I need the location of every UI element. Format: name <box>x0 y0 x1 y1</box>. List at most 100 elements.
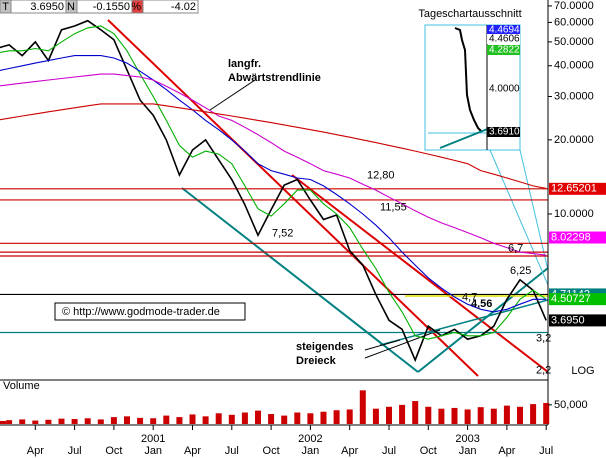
volume-bar <box>71 419 78 424</box>
volume-bar <box>32 420 39 424</box>
volume-bar <box>6 420 13 424</box>
volume-bar <box>320 411 327 424</box>
x-tick-label: Oct <box>420 445 437 457</box>
year-label: 2001 <box>141 433 165 445</box>
volume-bar <box>58 418 65 424</box>
level-label: 7,52 <box>272 227 293 239</box>
header-text: % <box>131 1 141 13</box>
inset-tag <box>487 45 520 55</box>
volume-bar <box>45 419 52 424</box>
volume-bar <box>228 414 235 424</box>
volume-bar <box>477 407 484 424</box>
y-tick-label: 70.0000 <box>554 0 594 12</box>
header-text: 3.6950 <box>30 1 64 13</box>
copyright: © http://www.godmode-trader.de <box>62 306 220 318</box>
volume-bar <box>281 415 288 424</box>
volume-bar <box>333 410 340 424</box>
x-tick-label: Oct <box>263 445 280 457</box>
x-tick-label: Jul <box>225 445 239 457</box>
level-label: 6,7 <box>508 243 523 255</box>
volume-bar <box>137 417 144 424</box>
volume-bar <box>530 404 537 424</box>
volume-bar <box>215 413 222 424</box>
year-label: 2002 <box>298 433 322 445</box>
volume-bar <box>464 409 471 424</box>
inset-title: Tageschartausschnitt <box>418 8 521 20</box>
x-tick-label: Apr <box>498 445 515 457</box>
annotation: Abwärtstrendlinie <box>228 72 321 84</box>
inset-label: 4.0000 <box>489 84 520 95</box>
volume-bar <box>268 414 275 424</box>
y-tick-label: 40.0000 <box>554 60 594 72</box>
volume-bar <box>124 416 130 424</box>
volume-bar <box>189 414 196 424</box>
level-label: 6,25 <box>510 265 531 277</box>
inset-label: 4.4694 <box>489 25 520 36</box>
inset-connector <box>519 149 548 271</box>
volume-bar <box>202 416 209 424</box>
y-tick-label: 30.0000 <box>554 90 594 102</box>
y-tick-label: 20.0000 <box>554 134 594 146</box>
x-tick-label: Jan <box>144 445 162 457</box>
inset-line <box>439 127 491 149</box>
x-tick-label: Jan <box>459 445 477 457</box>
level-label: 4,56 <box>471 298 492 310</box>
volume-bar <box>163 415 170 424</box>
scale-label: LOG <box>571 365 594 377</box>
x-tick-label: Jul <box>539 445 553 457</box>
volume-bar <box>451 407 458 424</box>
y-tick-label: 10.0000 <box>554 208 594 220</box>
volume-bar <box>241 412 248 424</box>
level-label: 11,55 <box>380 201 407 213</box>
moving-average <box>0 73 547 256</box>
volume-bar <box>97 419 104 424</box>
price-tag-label: 12.65201 <box>551 183 597 195</box>
volume-bar <box>19 419 26 424</box>
level-label: 3,2 <box>536 333 551 345</box>
volume-bar <box>399 404 406 424</box>
x-tick-label: Apr <box>184 445 201 457</box>
volume-bar <box>372 408 379 424</box>
price-plot <box>0 19 548 377</box>
x-tick-label: Jan <box>302 445 320 457</box>
inset-connector <box>489 149 548 286</box>
y-tick-label: 60.0000 <box>554 16 594 28</box>
volume-bar <box>412 401 419 424</box>
copyright-box <box>54 302 246 321</box>
trendline <box>291 174 548 373</box>
volume-bar <box>255 410 261 424</box>
annotation: steigendes <box>296 341 353 353</box>
volume-title: Volume <box>3 380 40 392</box>
volume-bar <box>307 413 314 424</box>
price-line <box>0 19 547 363</box>
volume-bar <box>425 406 432 424</box>
inset-tag <box>487 127 520 137</box>
volume-bar <box>346 409 353 424</box>
x-tick-label: Apr <box>341 445 358 457</box>
volume-bar <box>294 412 301 424</box>
moving-average <box>0 25 547 340</box>
volume-bar <box>490 408 497 424</box>
x-tick-label: Oct <box>105 445 122 457</box>
level-label: 12,80 <box>367 169 395 181</box>
volume-bar <box>0 420 6 424</box>
pointer <box>209 79 256 111</box>
header-text: N <box>67 1 75 13</box>
header-text: T <box>2 1 9 13</box>
year-label: 2003 <box>455 433 479 445</box>
inset-tag <box>487 34 520 44</box>
pointer <box>364 329 441 359</box>
volume-bar <box>386 406 392 424</box>
inset-label: 4.2822 <box>489 45 520 56</box>
pointer <box>364 339 401 351</box>
price-tag <box>549 231 606 244</box>
volume-bar <box>543 402 550 424</box>
moving-average <box>0 103 547 189</box>
price-tag <box>549 293 606 306</box>
price-tag <box>549 314 606 327</box>
volume-bar <box>438 408 445 424</box>
inset-tag <box>487 25 520 35</box>
price-tag-label: 8.02298 <box>551 231 591 243</box>
volume-bar <box>110 417 117 424</box>
